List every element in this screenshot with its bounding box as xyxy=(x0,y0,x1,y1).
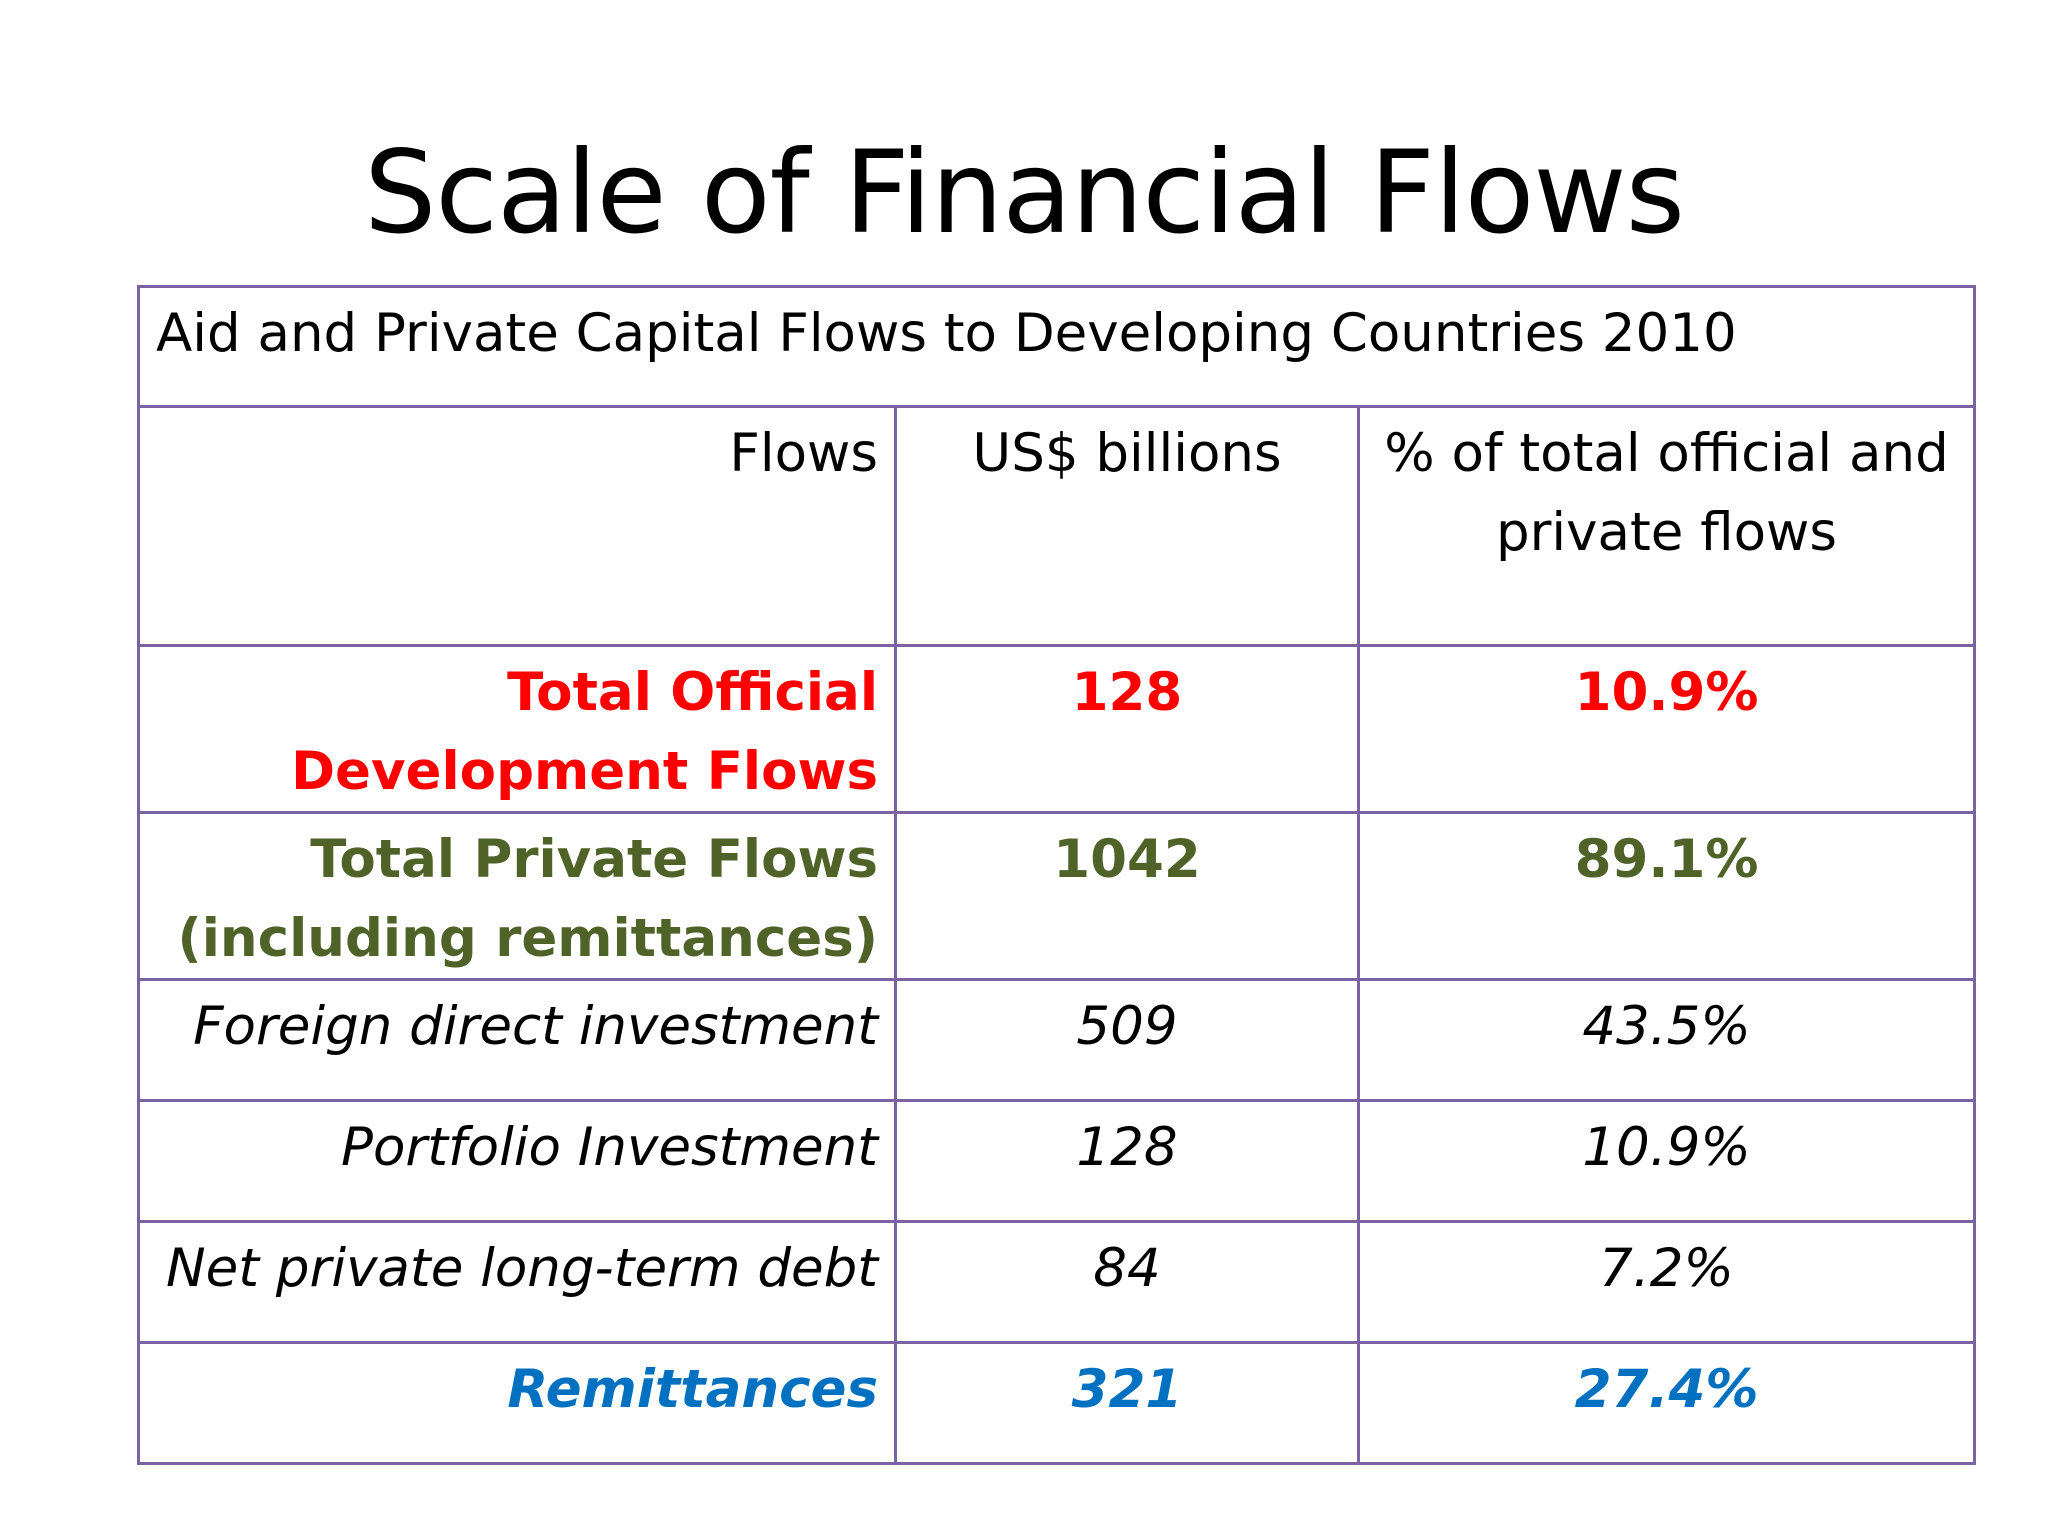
header-flows: Flows xyxy=(137,405,897,647)
row-pct: 89.1% xyxy=(1357,811,1976,981)
row-usd: 321 xyxy=(894,1341,1360,1465)
table-caption: Aid and Private Capital Flows to Develop… xyxy=(137,285,1976,408)
table-row-debt: Net private long-term debt 84 7.2% xyxy=(137,1220,1976,1344)
table-row-private-flows: Total Private Flows (including remittanc… xyxy=(137,811,1976,981)
row-usd: 1042 xyxy=(894,811,1360,981)
row-label: Portfolio Investment xyxy=(137,1099,897,1223)
row-usd: 128 xyxy=(894,1099,1360,1223)
header-percent-total: % of total official and private flows xyxy=(1357,405,1976,647)
table-row-remittances: Remittances 321 27.4% xyxy=(137,1341,1976,1465)
row-label: Net private long-term debt xyxy=(137,1220,897,1344)
row-label: Total Official Development Flows xyxy=(137,644,897,814)
table-caption-row: Aid and Private Capital Flows to Develop… xyxy=(137,285,1976,408)
table-header-row: Flows US$ billions % of total official a… xyxy=(137,405,1976,647)
row-pct: 7.2% xyxy=(1357,1220,1976,1344)
table-row-fdi: Foreign direct investment 509 43.5% xyxy=(137,978,1976,1102)
table-row-official-development: Total Official Development Flows 128 10.… xyxy=(137,644,1976,814)
row-usd: 509 xyxy=(894,978,1360,1102)
header-usd-billions: US$ billions xyxy=(894,405,1360,647)
row-pct: 10.9% xyxy=(1357,1099,1976,1223)
row-pct: 43.5% xyxy=(1357,978,1976,1102)
row-usd: 84 xyxy=(894,1220,1360,1344)
slide-title: Scale of Financial Flows xyxy=(363,126,1685,259)
row-label: Foreign direct investment xyxy=(137,978,897,1102)
row-label: Remittances xyxy=(137,1341,897,1465)
row-pct: 27.4% xyxy=(1357,1341,1976,1465)
row-pct: 10.9% xyxy=(1357,644,1976,814)
row-usd: 128 xyxy=(894,644,1360,814)
row-label: Total Private Flows (including remittanc… xyxy=(137,811,897,981)
table-row-portfolio: Portfolio Investment 128 10.9% xyxy=(137,1099,1976,1223)
flows-table: Aid and Private Capital Flows to Develop… xyxy=(137,285,1976,1465)
